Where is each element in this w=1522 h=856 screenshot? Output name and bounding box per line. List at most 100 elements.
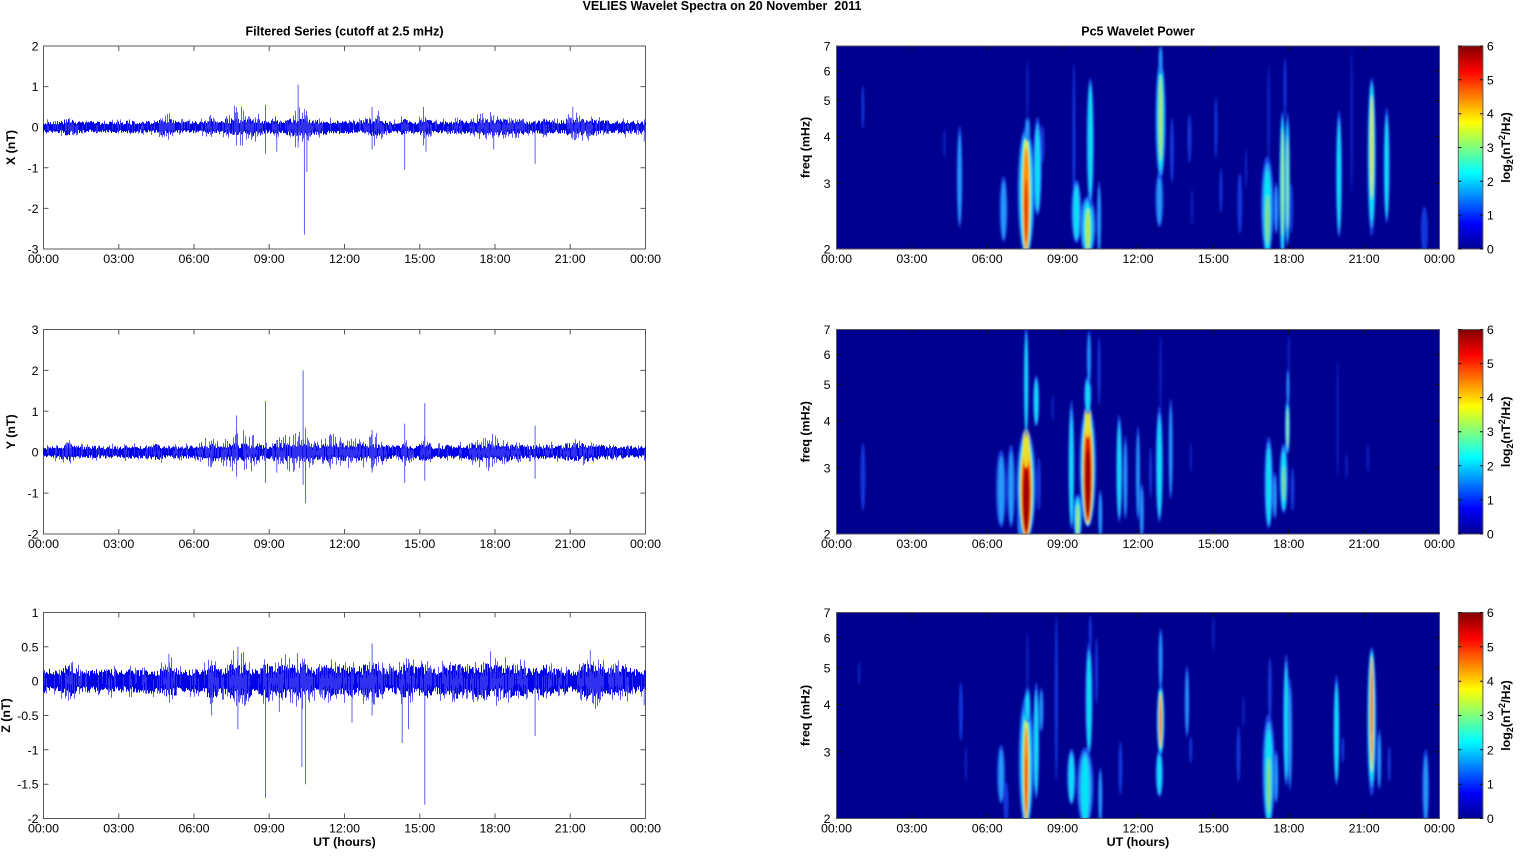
svg-text:0: 0 bbox=[1487, 528, 1494, 542]
svg-text:03:00: 03:00 bbox=[896, 252, 927, 266]
svg-text:06:00: 06:00 bbox=[178, 252, 209, 266]
svg-text:12:00: 12:00 bbox=[329, 537, 360, 551]
svg-text:-2: -2 bbox=[27, 528, 38, 542]
svg-text:-1: -1 bbox=[27, 743, 38, 757]
svg-text:Pc5 Wavelet Power: Pc5 Wavelet Power bbox=[1081, 25, 1195, 39]
svg-text:18:00: 18:00 bbox=[479, 537, 510, 551]
svg-text:7: 7 bbox=[824, 606, 831, 620]
svg-text:-0.5: -0.5 bbox=[17, 709, 38, 723]
svg-text:06:00: 06:00 bbox=[178, 822, 209, 836]
svg-text:06:00: 06:00 bbox=[178, 537, 209, 551]
svg-text:4: 4 bbox=[824, 698, 831, 712]
svg-text:21:00: 21:00 bbox=[1349, 252, 1380, 266]
svg-text:6: 6 bbox=[824, 65, 831, 79]
svg-text:6: 6 bbox=[1487, 323, 1494, 337]
svg-text:21:00: 21:00 bbox=[555, 537, 586, 551]
svg-text:09:00: 09:00 bbox=[1047, 537, 1078, 551]
svg-text:00:00: 00:00 bbox=[28, 252, 59, 266]
svg-text:4: 4 bbox=[1487, 391, 1494, 405]
svg-text:00:00: 00:00 bbox=[821, 822, 852, 836]
svg-text:09:00: 09:00 bbox=[254, 252, 285, 266]
svg-text:00:00: 00:00 bbox=[630, 252, 661, 266]
svg-text:0: 0 bbox=[32, 675, 39, 689]
svg-text:12:00: 12:00 bbox=[1122, 252, 1153, 266]
svg-text:Filtered Series (cutoff at 2.5: Filtered Series (cutoff at 2.5 mHz) bbox=[246, 25, 444, 39]
svg-text:freq (mHz): freq (mHz) bbox=[799, 401, 813, 462]
svg-text:15:00: 15:00 bbox=[404, 252, 435, 266]
svg-text:3: 3 bbox=[1487, 141, 1494, 155]
svg-text:-1: -1 bbox=[27, 161, 38, 175]
svg-text:2: 2 bbox=[32, 364, 39, 378]
svg-text:-2: -2 bbox=[27, 202, 38, 216]
svg-text:12:00: 12:00 bbox=[1122, 537, 1153, 551]
svg-text:09:00: 09:00 bbox=[254, 822, 285, 836]
svg-text:1: 1 bbox=[32, 80, 39, 94]
svg-text:freq (mHz): freq (mHz) bbox=[799, 117, 813, 178]
svg-text:21:00: 21:00 bbox=[555, 252, 586, 266]
svg-text:log2(nT2/Hz): log2(nT2/Hz) bbox=[1497, 396, 1515, 467]
svg-text:3: 3 bbox=[1487, 709, 1494, 723]
svg-text:00:00: 00:00 bbox=[28, 822, 59, 836]
svg-text:2: 2 bbox=[824, 528, 831, 542]
svg-text:0: 0 bbox=[32, 121, 39, 135]
svg-text:4: 4 bbox=[1487, 107, 1494, 121]
svg-text:4: 4 bbox=[824, 414, 831, 428]
svg-text:21:00: 21:00 bbox=[555, 822, 586, 836]
svg-text:00:00: 00:00 bbox=[1424, 822, 1455, 836]
svg-text:-1: -1 bbox=[27, 487, 38, 501]
svg-text:09:00: 09:00 bbox=[254, 537, 285, 551]
svg-text:2: 2 bbox=[32, 40, 39, 54]
svg-text:00:00: 00:00 bbox=[28, 537, 59, 551]
svg-text:6: 6 bbox=[824, 631, 831, 645]
svg-text:18:00: 18:00 bbox=[479, 822, 510, 836]
svg-text:2: 2 bbox=[1487, 175, 1494, 189]
svg-text:06:00: 06:00 bbox=[972, 537, 1003, 551]
svg-text:21:00: 21:00 bbox=[1349, 822, 1380, 836]
svg-text:6: 6 bbox=[1487, 40, 1494, 54]
svg-text:VELIES Wavelet Spectra on 20 N: VELIES Wavelet Spectra on 20 November 20… bbox=[583, 0, 862, 13]
svg-text:18:00: 18:00 bbox=[1273, 252, 1304, 266]
svg-text:Y (nT): Y (nT) bbox=[4, 414, 18, 449]
svg-text:06:00: 06:00 bbox=[972, 252, 1003, 266]
svg-text:00:00: 00:00 bbox=[821, 537, 852, 551]
svg-text:log2(nT2/Hz): log2(nT2/Hz) bbox=[1497, 680, 1515, 751]
svg-text:1: 1 bbox=[1487, 778, 1494, 792]
svg-text:09:00: 09:00 bbox=[1047, 252, 1078, 266]
svg-text:0: 0 bbox=[1487, 812, 1494, 826]
svg-text:18:00: 18:00 bbox=[1273, 822, 1304, 836]
svg-text:-2: -2 bbox=[27, 812, 38, 826]
svg-text:log2(nT2/Hz): log2(nT2/Hz) bbox=[1497, 112, 1515, 183]
svg-text:21:00: 21:00 bbox=[1349, 537, 1380, 551]
svg-text:1: 1 bbox=[1487, 493, 1494, 507]
svg-text:0.5: 0.5 bbox=[21, 640, 38, 654]
svg-text:UT (hours): UT (hours) bbox=[313, 835, 376, 849]
svg-text:2: 2 bbox=[1487, 743, 1494, 757]
svg-text:3: 3 bbox=[1487, 425, 1494, 439]
svg-text:03:00: 03:00 bbox=[103, 822, 134, 836]
svg-text:3: 3 bbox=[32, 323, 39, 337]
svg-text:5: 5 bbox=[1487, 73, 1494, 87]
svg-text:5: 5 bbox=[1487, 357, 1494, 371]
svg-text:15:00: 15:00 bbox=[404, 822, 435, 836]
svg-text:12:00: 12:00 bbox=[329, 822, 360, 836]
svg-text:5: 5 bbox=[1487, 640, 1494, 654]
svg-text:4: 4 bbox=[824, 130, 831, 144]
svg-text:3: 3 bbox=[824, 177, 831, 191]
svg-text:6: 6 bbox=[1487, 606, 1494, 620]
svg-text:15:00: 15:00 bbox=[1198, 252, 1229, 266]
svg-text:Z (nT): Z (nT) bbox=[0, 698, 13, 732]
svg-text:2: 2 bbox=[1487, 459, 1494, 473]
svg-text:03:00: 03:00 bbox=[896, 537, 927, 551]
svg-text:0: 0 bbox=[32, 446, 39, 460]
svg-text:6: 6 bbox=[824, 348, 831, 362]
svg-text:UT (hours): UT (hours) bbox=[1107, 835, 1170, 849]
svg-text:5: 5 bbox=[824, 378, 831, 392]
svg-text:09:00: 09:00 bbox=[1047, 822, 1078, 836]
svg-text:03:00: 03:00 bbox=[103, 252, 134, 266]
svg-text:5: 5 bbox=[824, 661, 831, 675]
svg-text:X (nT): X (nT) bbox=[4, 130, 18, 165]
svg-text:15:00: 15:00 bbox=[404, 537, 435, 551]
svg-text:1: 1 bbox=[1487, 209, 1494, 223]
svg-text:-1.5: -1.5 bbox=[17, 778, 38, 792]
svg-text:00:00: 00:00 bbox=[1424, 537, 1455, 551]
